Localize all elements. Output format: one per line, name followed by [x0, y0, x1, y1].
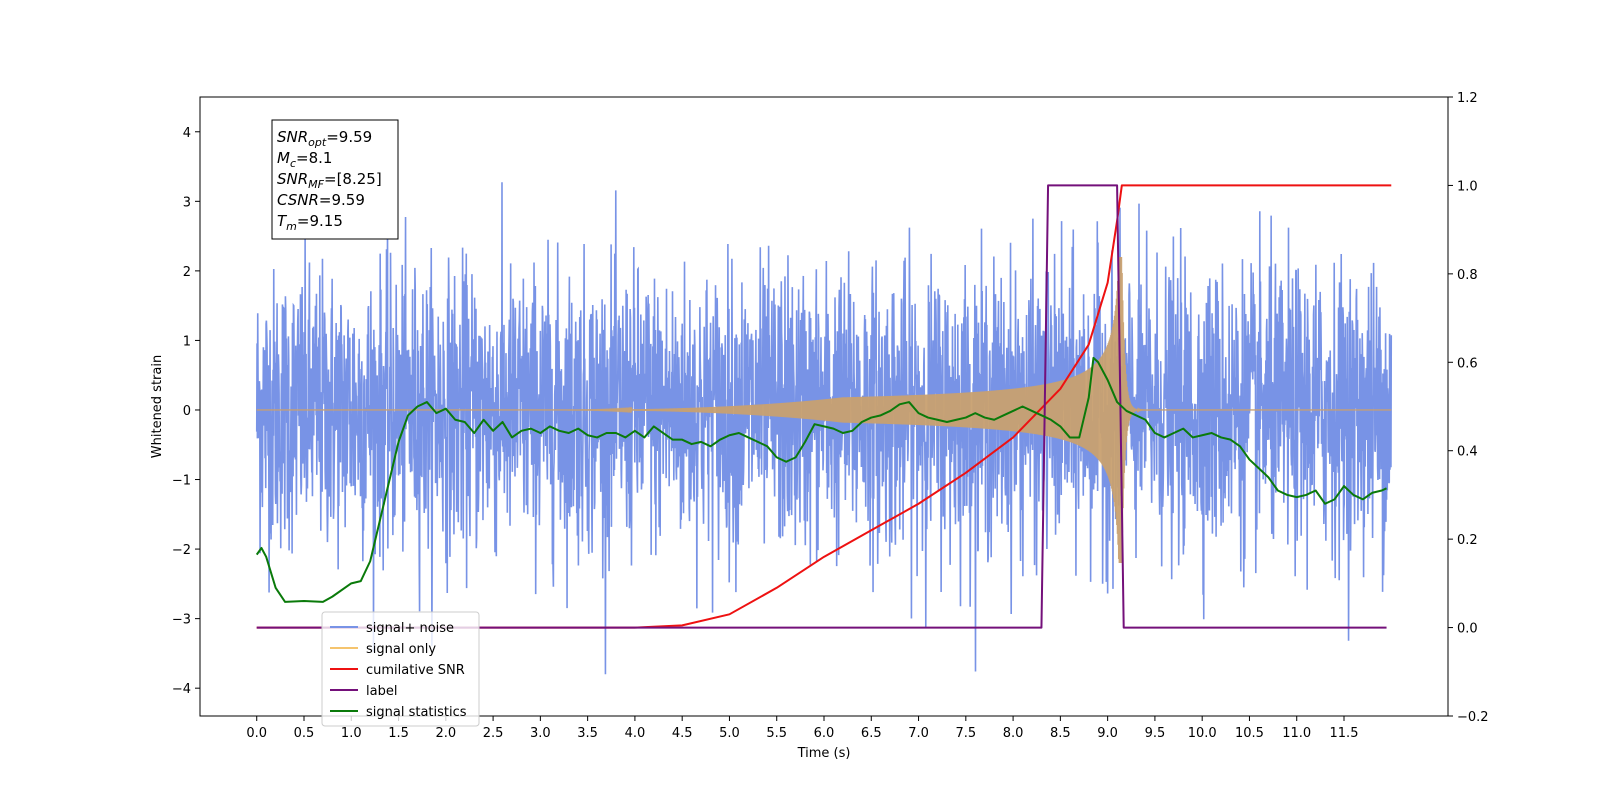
- y-right-tick-label: 0.6: [1457, 356, 1478, 371]
- x-tick-label: 1.0: [341, 726, 362, 741]
- legend-label: label: [366, 684, 397, 699]
- x-tick-label: 10.0: [1188, 726, 1217, 741]
- x-tick-label: 0.0: [246, 726, 267, 741]
- x-tick-label: 1.5: [388, 726, 409, 741]
- x-tick-label: 8.0: [1003, 726, 1024, 741]
- y-right-tick-label: 0.0: [1457, 622, 1478, 637]
- y-right-tick-label: 1.2: [1457, 91, 1478, 106]
- x-tick-label: 2.5: [483, 726, 504, 741]
- y-left-tick-label: 4: [183, 126, 191, 141]
- y-left-tick-label: −3: [172, 613, 191, 628]
- y-left-tick-label: 3: [183, 195, 191, 210]
- y-right-axis: −0.2 0.0 0.2 0.4 0.6 0.8 1.0 1.2: [1448, 91, 1489, 725]
- series-signal-statistics: [255, 356, 1387, 603]
- y-right-tick-label: 1.0: [1457, 179, 1478, 194]
- x-tick-label: 5.5: [766, 726, 787, 741]
- y-left-tick-label: −4: [172, 682, 191, 697]
- info-line: SNRopt=9.59: [277, 128, 372, 149]
- x-axis: 0.0 0.5 1.0 1.5 2.0 2.5 3.0 3.5 4.0 4.5 5.0 5.5 6.0 6…: [246, 716, 1358, 741]
- series-label: [256, 184, 1387, 629]
- y-right-tick-label: −0.2: [1457, 710, 1489, 725]
- y-left-tick-label: 2: [183, 265, 191, 280]
- x-tick-label: 6.5: [861, 726, 882, 741]
- x-tick-label: 4.5: [672, 726, 693, 741]
- y-left-axis: −4 −3 −2 −1 0 1 2 3 4: [172, 126, 200, 697]
- y-right-tick-label: 0.8: [1457, 268, 1478, 283]
- y-left-tick-label: 0: [183, 404, 191, 419]
- legend-label: signal statistics: [366, 705, 467, 720]
- legend-frame: [321, 611, 480, 727]
- y-left-tick-label: −1: [172, 474, 191, 489]
- x-tick-label: 10.5: [1235, 726, 1264, 741]
- x-tick-label: 7.5: [955, 726, 976, 741]
- y-axis-label: Whitened strain: [150, 355, 165, 458]
- x-tick-label: 5.0: [719, 726, 740, 741]
- x-tick-label: 6.0: [814, 726, 835, 741]
- info-box-frame: [271, 119, 399, 240]
- legend-label: cumilative SNR: [366, 663, 465, 678]
- y-right-tick-label: 0.2: [1457, 533, 1478, 548]
- series-layer: [255, 182, 1393, 675]
- y-left-tick-label: 1: [183, 334, 191, 349]
- x-tick-label: 0.5: [294, 726, 315, 741]
- info-line: Mc=8.1: [277, 149, 332, 170]
- x-tick-label: 2.0: [435, 726, 456, 741]
- x-tick-label: 9.0: [1097, 726, 1118, 741]
- x-tick-label: 11.0: [1282, 726, 1311, 741]
- x-tick-label: 9.5: [1145, 726, 1166, 741]
- info-line: SNRMF=[8.25]: [277, 170, 382, 191]
- series-signal-noise: [255, 182, 1393, 675]
- info-line: CSNR=9.59: [277, 191, 365, 209]
- legend: signal+ noise signal only cumilative SNR la…: [321, 611, 480, 727]
- x-tick-label: 7.0: [908, 726, 929, 741]
- x-axis-label: Time (s): [797, 746, 851, 761]
- x-tick-label: 3.0: [530, 726, 551, 741]
- x-tick-label: 4.0: [625, 726, 646, 741]
- x-tick-label: 3.5: [577, 726, 598, 741]
- x-tick-label: 11.5: [1330, 726, 1359, 741]
- series-cumilative-snr: [256, 184, 1392, 629]
- y-right-tick-label: 0.4: [1457, 445, 1478, 460]
- y-left-tick-label: −2: [172, 543, 191, 558]
- info-line: Tm=9.15: [277, 212, 343, 233]
- legend-label: signal+ noise: [366, 621, 454, 636]
- x-tick-label: 8.5: [1050, 726, 1071, 741]
- legend-label: signal only: [366, 642, 436, 657]
